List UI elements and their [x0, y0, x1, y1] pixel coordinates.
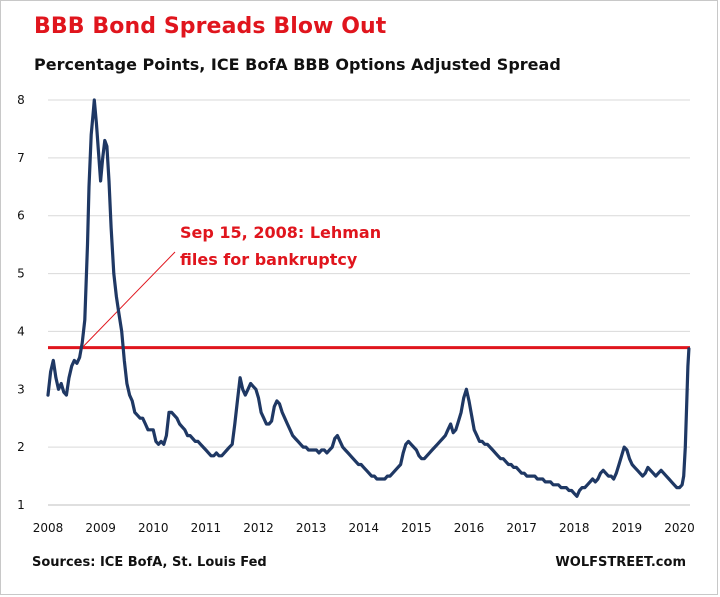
x-tick-label: 2019 — [612, 521, 643, 535]
x-tick-label: 2010 — [138, 521, 169, 535]
x-tick-label: 2020 — [664, 521, 695, 535]
x-axis-tick-labels: 2008 2009 2010 2011 2012 2013 2014 2015 2016 2017… — [33, 521, 695, 535]
series-line — [46, 98, 691, 498]
y-tick-label: 5 — [17, 267, 25, 281]
y-tick-label: 3 — [17, 382, 25, 396]
y-tick-label: 6 — [17, 209, 25, 223]
x-tick-label: 2015 — [401, 521, 432, 535]
gridlines — [48, 99, 690, 448]
x-tick-label: 2014 — [348, 521, 379, 535]
x-tick-label: 2008 — [33, 521, 64, 535]
x-tick-label: 2013 — [296, 521, 327, 535]
x-tick-label: 2011 — [191, 521, 222, 535]
annotation-text-line-1: Sep 15, 2008: Lehman — [180, 223, 381, 242]
x-tick-label: 2018 — [559, 521, 590, 535]
y-tick-label: 2 — [17, 440, 25, 454]
annotation-text-line-2: files for bankruptcy — [180, 250, 358, 269]
x-tick-label: 2017 — [506, 521, 537, 535]
chart-subtitle: Percentage Points, ICE BofA BBB Options … — [34, 55, 561, 74]
y-tick-label: 7 — [17, 151, 25, 165]
annotation-pointer — [81, 251, 176, 348]
y-tick-label: 8 — [17, 93, 25, 107]
brand-credit: WOLFSTREET.com — [555, 555, 686, 570]
x-tick-label: 2012 — [243, 521, 274, 535]
chart-title: BBB Bond Spreads Blow Out — [34, 14, 387, 39]
y-axis-tick-labels: 1 2 3 4 5 6 7 8 — [17, 93, 25, 512]
source-note: Sources: ICE BofA, St. Louis Fed — [32, 555, 267, 570]
y-tick-label: 4 — [17, 324, 25, 338]
x-tick-label: 2016 — [454, 521, 485, 535]
y-tick-label: 1 — [17, 498, 25, 512]
x-tick-label: 2009 — [85, 521, 116, 535]
